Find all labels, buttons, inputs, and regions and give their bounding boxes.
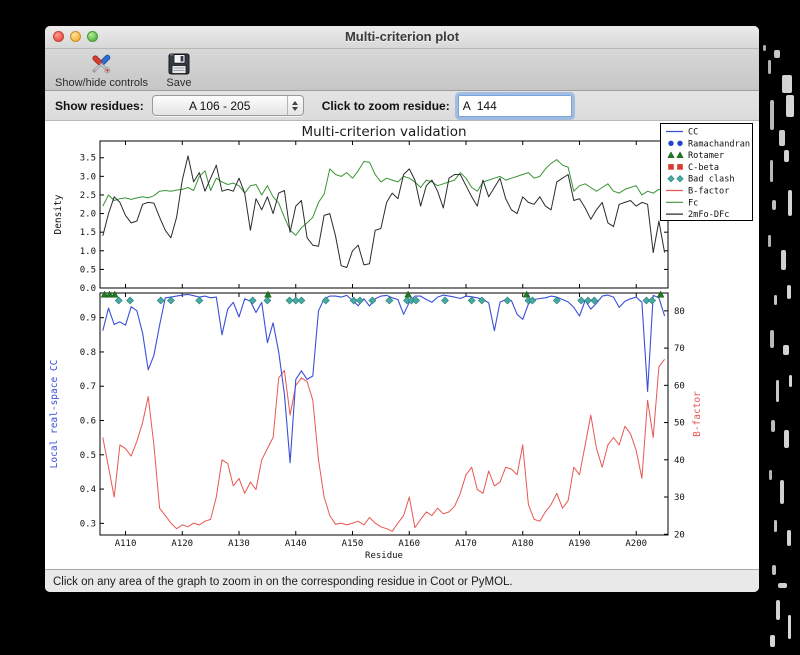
- svg-text:2mFo-DFc: 2mFo-DFc: [688, 210, 729, 220]
- svg-text:Rotamer: Rotamer: [688, 151, 724, 161]
- svg-text:3.0: 3.0: [80, 172, 96, 182]
- svg-text:Fc: Fc: [688, 198, 698, 208]
- zoom-residue-label: Click to zoom residue:: [321, 98, 450, 113]
- svg-text:50: 50: [674, 419, 685, 429]
- svg-text:A150: A150: [342, 539, 364, 549]
- multi-criterion-plot[interactable]: Multi-criterion validation 0.0 0.5 1.0 1.5 2.…: [45, 121, 759, 569]
- cc-bfactor-plot-frame: [99, 292, 669, 536]
- toolbar: Show/hide controls Save: [45, 49, 759, 91]
- show-hide-controls-button[interactable]: Show/hide controls: [55, 51, 148, 89]
- window-buttons: [53, 31, 98, 42]
- series-CC: [102, 293, 666, 464]
- zoom-window-button[interactable]: [87, 31, 98, 42]
- svg-text:0.0: 0.0: [80, 284, 96, 294]
- svg-text:A120: A120: [171, 539, 193, 549]
- show-residues-label: Show residues:: [55, 98, 144, 113]
- svg-text:80: 80: [674, 307, 685, 317]
- svg-text:CC: CC: [688, 128, 698, 138]
- tools-icon: [92, 54, 111, 74]
- svg-text:A160: A160: [398, 539, 420, 549]
- svg-text:20: 20: [674, 530, 685, 540]
- svg-text:B-factor: B-factor: [692, 391, 703, 437]
- svg-text:1.0: 1.0: [80, 247, 96, 257]
- svg-text:3.5: 3.5: [80, 154, 96, 164]
- svg-text:Multi-criterion validation: Multi-criterion validation: [301, 124, 466, 140]
- svg-text:0.7: 0.7: [80, 382, 96, 392]
- controls-row: Show residues: A 106 - 205 Click to zoom…: [45, 91, 759, 121]
- svg-text:0.6: 0.6: [80, 417, 96, 427]
- save-icon: [168, 53, 190, 75]
- svg-text:2.0: 2.0: [80, 210, 96, 220]
- plot-window: Multi-criterion plot: [45, 26, 759, 592]
- svg-text:0.9: 0.9: [80, 314, 96, 324]
- close-button[interactable]: [53, 31, 64, 42]
- svg-text:0.5: 0.5: [80, 265, 96, 275]
- svg-text:0.4: 0.4: [80, 485, 96, 495]
- svg-text:C-beta: C-beta: [688, 163, 719, 173]
- svg-text:Density: Density: [53, 194, 64, 234]
- toolbar-label: Show/hide controls: [55, 77, 148, 89]
- svg-text:0.8: 0.8: [80, 348, 96, 358]
- svg-text:Residue: Residue: [365, 551, 403, 561]
- save-button[interactable]: Save: [166, 51, 192, 89]
- plot-area: Multi-criterion validation 0.0 0.5 1.0 1.5 2.…: [45, 121, 759, 569]
- series-Fc: [102, 159, 665, 236]
- svg-text:B-factor: B-factor: [688, 187, 729, 197]
- status-bar: Click on any area of the graph to zoom i…: [45, 569, 759, 592]
- residue-range-select[interactable]: A 106 - 205: [151, 95, 304, 116]
- svg-text:0.3: 0.3: [80, 519, 96, 529]
- svg-text:1.5: 1.5: [80, 228, 96, 238]
- plot-legend: [660, 123, 753, 221]
- svg-text:A170: A170: [455, 539, 477, 549]
- svg-text:60: 60: [674, 381, 685, 391]
- svg-text:30: 30: [674, 493, 685, 503]
- titlebar: Multi-criterion plot: [45, 26, 759, 49]
- series-B-factor: [102, 358, 665, 532]
- svg-text:0.5: 0.5: [80, 451, 96, 461]
- window-title: Multi-criterion plot: [344, 29, 460, 44]
- status-text: Click on any area of the graph to zoom i…: [53, 575, 513, 588]
- svg-text:2.5: 2.5: [80, 191, 96, 201]
- residue-range-value: A 106 - 205: [188, 98, 251, 113]
- svg-text:Ramachandran: Ramachandran: [688, 139, 750, 149]
- svg-text:A140: A140: [285, 539, 307, 549]
- svg-text:70: 70: [674, 344, 685, 354]
- zoom-residue-input[interactable]: [457, 94, 572, 117]
- svg-text:A180: A180: [512, 539, 534, 549]
- svg-text:Bad clash: Bad clash: [688, 175, 735, 185]
- svg-text:A200: A200: [625, 539, 647, 549]
- svg-text:40: 40: [674, 456, 685, 466]
- stepper-arrows-icon: [286, 96, 303, 115]
- svg-text:Local real-space CC: Local real-space CC: [49, 360, 60, 469]
- svg-text:A190: A190: [569, 539, 591, 549]
- minimize-button[interactable]: [70, 31, 81, 42]
- toolbar-label: Save: [166, 77, 192, 89]
- svg-text:A110: A110: [115, 539, 137, 549]
- series-2mFo-DFc: [102, 155, 666, 268]
- svg-text:A130: A130: [228, 539, 250, 549]
